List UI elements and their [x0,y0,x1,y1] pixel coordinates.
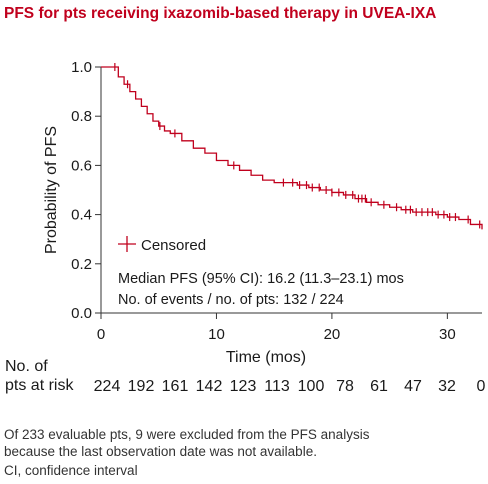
at-risk-value: 0 [477,378,486,395]
at-risk-value: 123 [230,378,257,395]
at-risk-value: 192 [128,378,155,395]
at-risk-value: 161 [162,378,189,395]
y-tick-label: 0.0 [71,305,92,322]
y-tick-label: 0.8 [71,108,92,125]
at-risk-value: 142 [196,378,223,395]
legend-censored-label: Censored [141,237,206,254]
x-axis: 0 10 20 30 [97,312,482,343]
at-risk-value: 78 [336,378,354,395]
events-annotation: No. of events / no. of pts: 132 / 224 [118,292,344,308]
y-tick-label: 0.2 [71,256,92,273]
footnote-line1: Of 233 evaluable pts, 9 were excluded fr… [4,427,370,442]
censor-marks [114,63,481,229]
x-tick-label: 30 [439,326,456,343]
median-pfs-annotation: Median PFS (95% CI): 16.2 (11.3–23.1) mo… [118,271,404,287]
at-risk-value: 47 [404,378,422,395]
x-axis-label: Time (mos) [226,349,306,366]
x-tick-label: 0 [97,326,105,343]
y-axis: 0.0 0.2 0.4 0.6 0.8 1.0 [71,59,102,322]
at-risk-value: 61 [370,378,388,395]
censored-legend-marker [118,236,136,252]
at-risk-value: 100 [298,378,325,395]
y-tick-label: 1.0 [71,59,92,76]
y-tick-label: 0.6 [71,157,92,174]
at-risk-label-line1: No. of [5,358,48,375]
at-risk-value: 32 [438,378,456,395]
page-title: PFS for pts receiving ixazomib-based the… [4,5,437,22]
at-risk-value: 224 [94,378,121,395]
at-risk-value: 113 [264,378,290,395]
x-tick-label: 20 [324,326,341,343]
km-curve [101,66,483,230]
y-tick-label: 0.4 [71,207,92,224]
footnote-line2: because the last observation date was no… [4,444,317,459]
at-risk-values: 224 192 161 142 123 113 100 78 61 47 32 0 [94,378,486,395]
at-risk-label-line2: pts at risk [5,377,74,394]
footnote-abbreviation: CI, confidence interval [4,463,138,478]
y-axis-label: Probability of PFS [43,126,60,254]
legend: Censored [118,236,206,254]
x-tick-label: 10 [208,326,225,343]
